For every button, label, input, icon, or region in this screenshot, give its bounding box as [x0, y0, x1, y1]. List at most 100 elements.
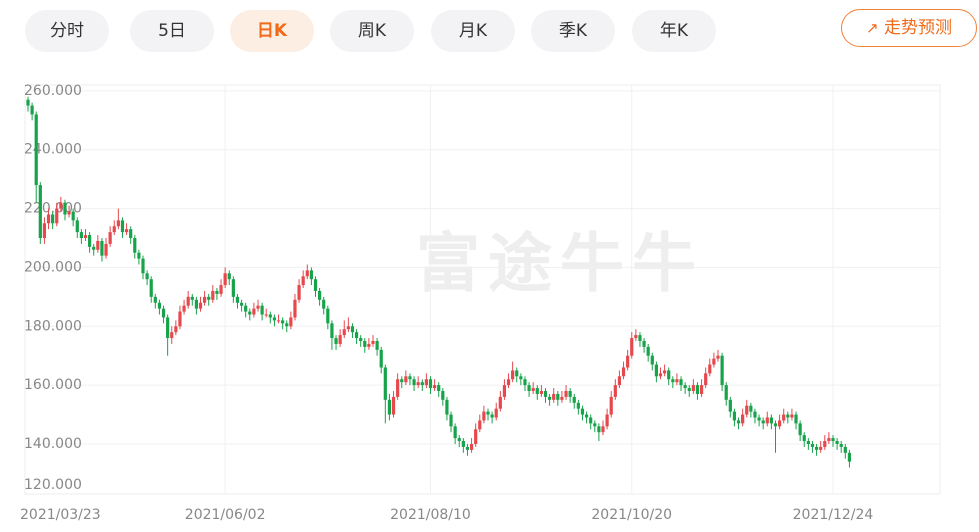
candle-body	[449, 414, 453, 427]
candle-body	[654, 364, 658, 377]
candle-body	[42, 223, 47, 239]
candle-body	[371, 340, 375, 344]
candle-body	[313, 279, 318, 291]
candle-body	[548, 396, 552, 400]
candle-body	[88, 235, 92, 247]
tab[interactable]: 日K	[230, 10, 314, 52]
candle-body	[367, 343, 371, 347]
candle-body	[75, 220, 79, 233]
y-tick-label: 220.000	[24, 201, 82, 217]
candle-body	[396, 379, 400, 397]
candle-body	[441, 391, 445, 400]
candle-body	[486, 411, 490, 415]
candle-body	[182, 305, 186, 312]
candle-body	[71, 211, 75, 221]
candle-body	[461, 441, 465, 447]
candle-body	[831, 438, 835, 442]
candle-body	[621, 367, 626, 377]
candle-body	[736, 420, 741, 424]
candle-body	[556, 393, 560, 400]
candle-body	[843, 446, 847, 453]
candle-body	[847, 452, 852, 462]
candle-body	[589, 417, 593, 424]
y-tick-label: 180.000	[24, 318, 82, 334]
tab[interactable]: 季K	[531, 10, 615, 52]
candle-body	[264, 314, 268, 316]
candle-body	[552, 393, 556, 400]
candle-body	[728, 399, 732, 412]
candle-body	[539, 391, 543, 394]
candle-body	[137, 252, 141, 259]
candle-body	[564, 391, 568, 397]
candle-body	[100, 240, 104, 256]
candle-body	[823, 441, 827, 447]
candle-body	[38, 185, 42, 239]
candle-body	[129, 229, 133, 239]
candle-body	[260, 305, 264, 315]
candle-body	[383, 367, 387, 400]
candle-body	[194, 299, 198, 309]
candle-body	[724, 385, 728, 400]
candle-body	[145, 273, 149, 280]
candle-body	[531, 388, 535, 392]
candle-body	[178, 311, 182, 327]
candle-body	[794, 414, 798, 424]
candle-body	[745, 405, 749, 415]
candle-body	[297, 285, 301, 300]
candle-body	[778, 420, 782, 427]
candle-body	[359, 338, 363, 341]
x-tick-label: 2021/08/10	[390, 507, 471, 523]
candle-body	[593, 423, 597, 427]
candle-body	[667, 370, 671, 380]
tab[interactable]: 5日	[130, 10, 214, 52]
candle-body	[186, 296, 190, 306]
candle-body	[424, 379, 428, 386]
predict-label[interactable]: 走势预测	[883, 18, 952, 38]
candle-body	[502, 385, 507, 397]
candle-body	[819, 446, 823, 450]
candle-body	[663, 370, 667, 374]
tab[interactable]: 分时	[25, 10, 109, 52]
candle-body	[219, 285, 223, 294]
candle-body	[79, 232, 83, 239]
candle-body	[601, 426, 605, 433]
tab[interactable]: 月K	[431, 10, 515, 52]
candle-body	[268, 314, 272, 318]
candle-body	[749, 405, 753, 412]
candle-body	[802, 435, 806, 442]
tab[interactable]: 年K	[632, 10, 716, 52]
candle-body	[675, 379, 679, 383]
candle-body	[671, 379, 675, 383]
candle-body	[239, 302, 244, 306]
candle-body	[683, 385, 687, 389]
candle-body	[658, 373, 663, 377]
candle-body	[827, 438, 831, 442]
candle-body	[207, 296, 211, 300]
x-tick-label: 2021/06/02	[185, 507, 266, 523]
tab[interactable]: 周K	[330, 10, 414, 52]
candle-body	[149, 279, 153, 297]
candle-body	[51, 214, 55, 224]
candle-body	[96, 240, 100, 250]
candle-body	[490, 414, 494, 418]
candle-body	[453, 426, 457, 439]
candle-body	[67, 211, 71, 215]
candle-body	[437, 385, 441, 392]
candle-body	[572, 396, 576, 403]
candle-body	[116, 220, 120, 227]
x-tick-label: 2021/12/24	[793, 507, 874, 523]
candle-body	[346, 326, 350, 330]
candle-body	[30, 105, 34, 115]
candle-body	[584, 414, 589, 418]
candle-body	[617, 376, 622, 386]
predict-button[interactable]: ↗ 走势预测	[841, 9, 977, 47]
candle-body	[379, 349, 383, 368]
candle-body	[519, 376, 523, 380]
candle-body	[741, 414, 745, 424]
candle-body	[634, 335, 638, 339]
candle-body	[244, 305, 248, 312]
candle-body	[227, 273, 231, 280]
candle-body	[120, 220, 125, 233]
candle-body	[642, 340, 646, 347]
